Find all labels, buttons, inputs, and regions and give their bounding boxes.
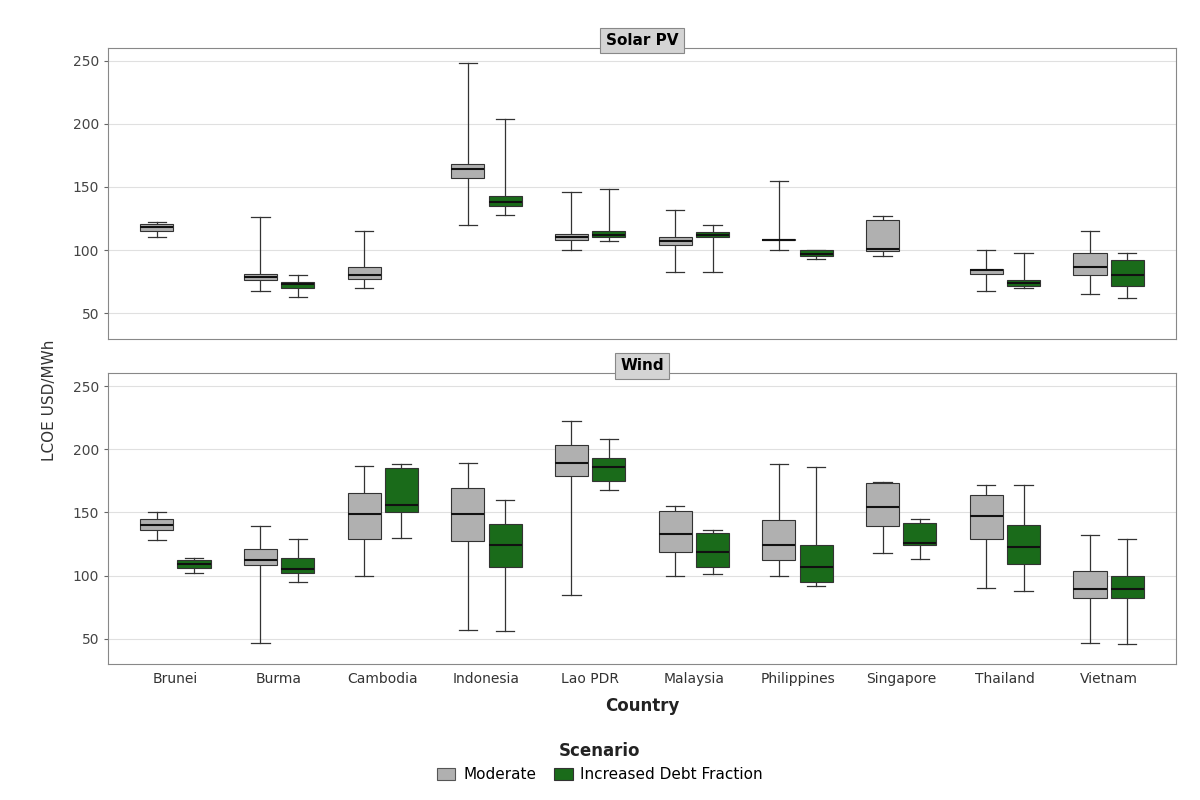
Bar <box>762 238 796 240</box>
Bar <box>1007 281 1040 286</box>
Bar <box>140 224 173 231</box>
Bar <box>762 520 796 561</box>
Bar <box>866 483 899 526</box>
Bar <box>696 533 730 566</box>
Bar <box>970 269 1003 274</box>
Bar <box>140 518 173 530</box>
X-axis label: Country: Country <box>605 698 679 715</box>
Bar <box>348 266 380 279</box>
Legend: Moderate, Increased Debt Fraction: Moderate, Increased Debt Fraction <box>431 735 769 788</box>
Bar <box>451 164 485 178</box>
Bar <box>178 561 211 568</box>
Bar <box>593 458 625 481</box>
Bar <box>488 524 522 566</box>
Bar <box>385 468 418 513</box>
Bar <box>799 546 833 582</box>
Bar <box>554 446 588 476</box>
Bar <box>866 220 899 251</box>
Bar <box>554 234 588 240</box>
Bar <box>970 494 1003 539</box>
Bar <box>244 549 277 566</box>
Bar <box>659 511 691 551</box>
Bar <box>281 558 314 573</box>
Bar <box>1073 570 1106 598</box>
Bar <box>281 282 314 288</box>
Bar <box>1007 525 1040 564</box>
Bar <box>696 233 730 238</box>
Bar <box>904 522 936 546</box>
Text: Wind: Wind <box>620 358 664 374</box>
Bar <box>488 196 522 206</box>
Bar <box>799 250 833 257</box>
Text: LCOE USD/MWh: LCOE USD/MWh <box>42 339 58 461</box>
Bar <box>451 488 485 542</box>
Bar <box>348 494 380 539</box>
Bar <box>1111 575 1144 598</box>
Bar <box>1111 260 1144 286</box>
Bar <box>244 274 277 281</box>
Bar <box>1073 253 1106 275</box>
Text: Solar PV: Solar PV <box>606 33 678 48</box>
Bar <box>659 238 691 245</box>
Bar <box>593 231 625 238</box>
